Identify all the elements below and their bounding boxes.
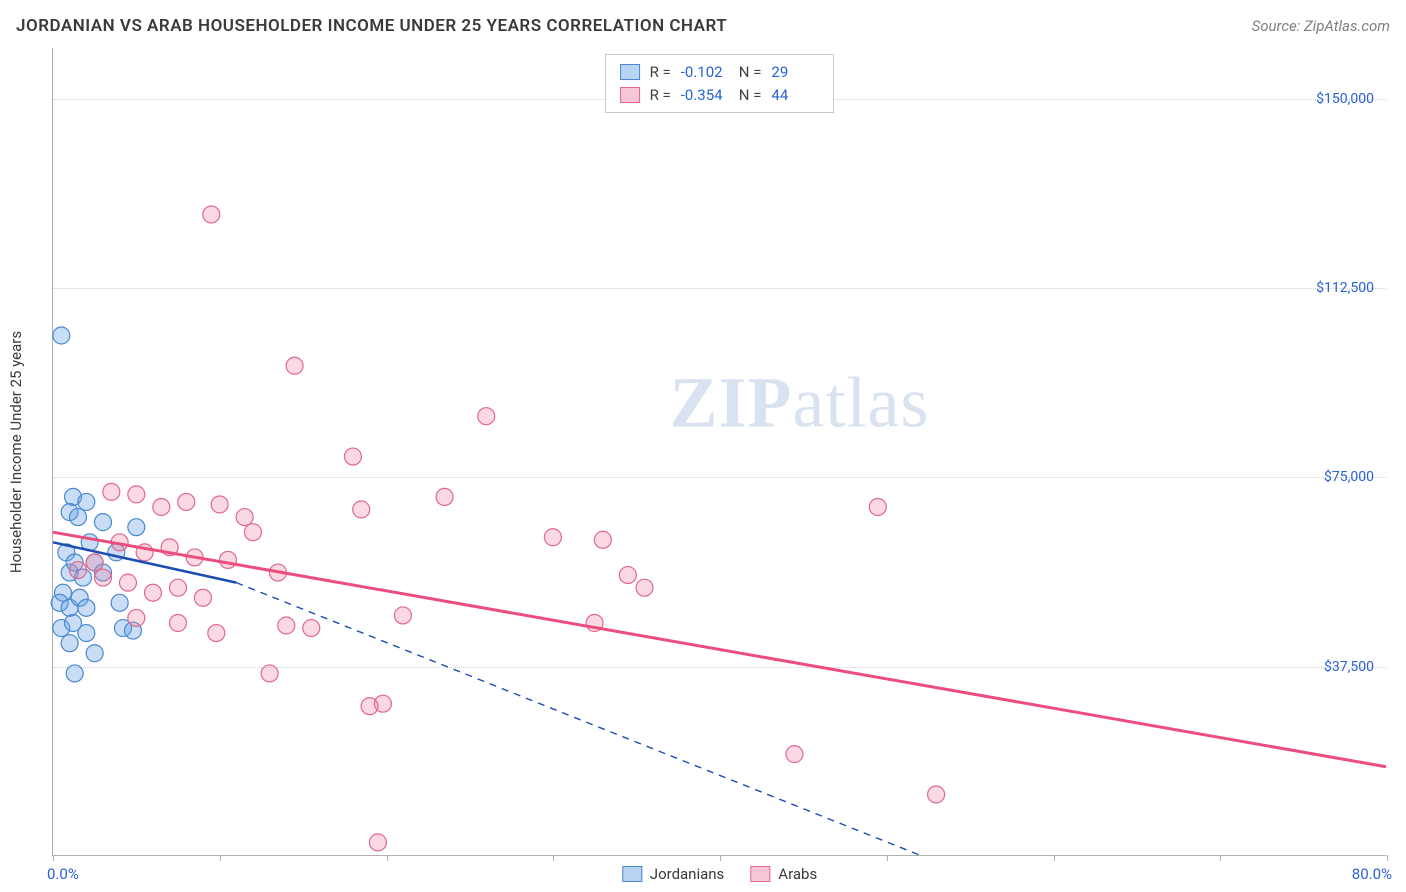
data-point-arabs [103, 483, 120, 500]
data-point-arabs [244, 524, 261, 541]
chart-title: JORDANIAN VS ARAB HOUSEHOLDER INCOME UND… [16, 16, 727, 36]
x-axis-tick [1387, 855, 1388, 861]
data-point-arabs [144, 584, 161, 601]
data-point-arabs [436, 488, 453, 505]
x-axis-tick [553, 855, 554, 861]
data-point-jordanians [78, 599, 95, 616]
data-point-jordanians [66, 665, 83, 682]
swatch-jordanians [622, 866, 642, 882]
data-point-arabs [169, 614, 186, 631]
data-point-jordanians [78, 493, 95, 510]
data-point-arabs [203, 206, 220, 223]
legend-label: Arabs [778, 865, 817, 883]
x-axis-tick [387, 855, 388, 861]
data-point-jordanians [78, 625, 95, 642]
data-point-arabs [178, 493, 195, 510]
plot-area: ZIPatlas $37,500$75,000$112,500$150,000 … [52, 48, 1386, 856]
data-point-arabs [869, 498, 886, 515]
x-axis-max-label: 80.0% [1352, 865, 1392, 883]
x-axis-tick [720, 855, 721, 861]
data-point-jordanians [53, 327, 70, 344]
data-point-arabs [261, 665, 278, 682]
chart-container: Householder Income Under 25 years ZIPatl… [52, 48, 1386, 856]
data-point-jordanians [70, 509, 87, 526]
data-point-arabs [374, 695, 391, 712]
data-point-arabs [544, 529, 561, 546]
source-attribution: Source: ZipAtlas.com [1252, 17, 1390, 35]
x-axis-min-label: 0.0% [47, 865, 79, 883]
data-point-jordanians [128, 519, 145, 536]
data-point-arabs [928, 786, 945, 803]
data-point-arabs [594, 531, 611, 548]
data-point-arabs [128, 609, 145, 626]
data-point-jordanians [111, 594, 128, 611]
data-point-arabs [278, 617, 295, 634]
swatch-arabs [750, 866, 770, 882]
x-axis-tick [53, 855, 54, 861]
data-point-arabs [619, 567, 636, 584]
data-point-arabs [219, 551, 236, 568]
x-axis-tick [1054, 855, 1055, 861]
data-point-arabs [119, 574, 136, 591]
data-point-arabs [86, 554, 103, 571]
data-point-arabs [369, 834, 386, 851]
data-point-jordanians [86, 645, 103, 662]
data-point-arabs [70, 562, 87, 579]
legend-item-arabs: Arabs [750, 865, 817, 883]
data-point-arabs [344, 448, 361, 465]
data-point-arabs [194, 589, 211, 606]
data-point-jordanians [94, 514, 111, 531]
x-axis-tick [220, 855, 221, 861]
data-point-arabs [636, 579, 653, 596]
scatter-plot-svg [53, 48, 1386, 855]
data-point-arabs [153, 498, 170, 515]
data-point-arabs [128, 486, 145, 503]
legend-item-jordanians: Jordanians [622, 865, 725, 883]
data-point-arabs [211, 496, 228, 513]
data-point-arabs [236, 509, 253, 526]
data-point-arabs [94, 569, 111, 586]
data-point-arabs [286, 357, 303, 374]
data-point-arabs [478, 408, 495, 425]
legend-label: Jordanians [650, 865, 725, 883]
x-axis-tick [1220, 855, 1221, 861]
bottom-legend: Jordanians Arabs [622, 865, 817, 883]
data-point-arabs [169, 579, 186, 596]
data-point-jordanians [61, 635, 78, 652]
y-axis-title: Householder Income Under 25 years [7, 331, 25, 573]
data-point-arabs [303, 620, 320, 637]
x-axis-tick [887, 855, 888, 861]
data-point-arabs [353, 501, 370, 518]
data-point-arabs [394, 607, 411, 624]
data-point-arabs [208, 625, 225, 642]
data-point-arabs [786, 746, 803, 763]
regression-line-arabs [53, 532, 1386, 767]
